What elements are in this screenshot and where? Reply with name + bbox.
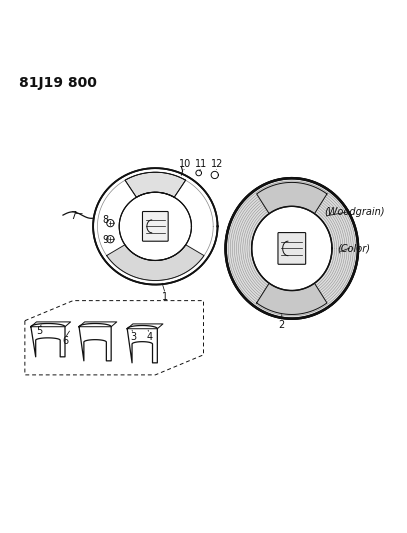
- Polygon shape: [125, 172, 186, 197]
- Text: 10: 10: [179, 159, 192, 169]
- Text: 8: 8: [102, 215, 108, 225]
- Ellipse shape: [225, 178, 358, 319]
- Text: 81J19 800: 81J19 800: [19, 76, 97, 90]
- Polygon shape: [257, 182, 327, 214]
- Text: (Woodgrain): (Woodgrain): [324, 207, 384, 217]
- Text: (Color): (Color): [337, 244, 370, 253]
- Text: 5: 5: [36, 326, 42, 336]
- Text: 3: 3: [130, 332, 136, 342]
- FancyBboxPatch shape: [142, 212, 168, 241]
- Text: 12: 12: [211, 159, 224, 169]
- Text: 6: 6: [62, 336, 68, 346]
- Text: 7: 7: [70, 211, 76, 221]
- Text: 1: 1: [162, 292, 168, 302]
- Text: 2: 2: [279, 320, 285, 330]
- Polygon shape: [125, 172, 186, 197]
- Text: 4: 4: [146, 332, 152, 342]
- Text: 11: 11: [195, 159, 208, 169]
- FancyBboxPatch shape: [278, 232, 306, 264]
- Polygon shape: [107, 245, 204, 280]
- Polygon shape: [257, 283, 327, 314]
- Text: 9: 9: [102, 236, 108, 245]
- Ellipse shape: [251, 205, 333, 292]
